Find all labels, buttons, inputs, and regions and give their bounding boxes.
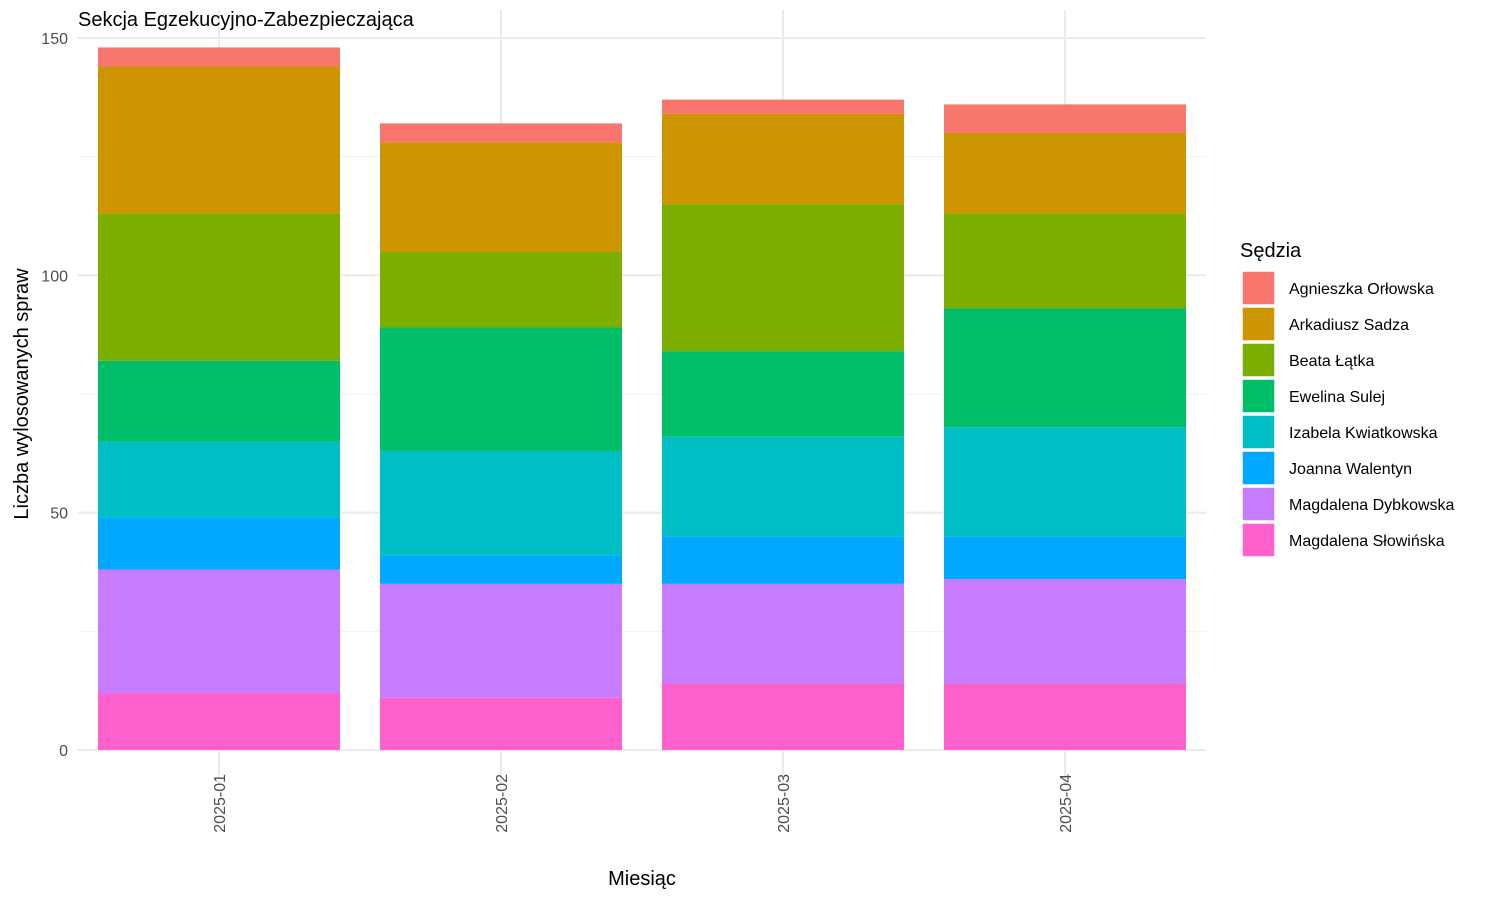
bar-segment <box>380 583 622 698</box>
legend-key <box>1241 306 1276 342</box>
legend-label: Beata Łątka <box>1289 353 1375 370</box>
x-tick-label: 2025-04 <box>1058 774 1075 833</box>
bar-segment <box>662 536 904 584</box>
bar-segment <box>380 697 622 750</box>
legend-label: Arkadiusz Sadza <box>1289 317 1409 334</box>
bar-segment <box>98 441 340 518</box>
legend-key <box>1241 522 1276 558</box>
legend-label: Magdalena Dybkowska <box>1289 497 1455 514</box>
legend-key <box>1241 342 1276 378</box>
bar-segment <box>944 579 1186 684</box>
bar-segment <box>380 123 622 143</box>
chart-title: Sekcja Egzekucyjno-Zabezpieczająca <box>78 9 415 31</box>
x-axis-title: Miesiąc <box>608 868 676 890</box>
legend-key <box>1241 450 1276 486</box>
legend-label: Ewelina Sulej <box>1289 389 1385 406</box>
bar-segment <box>98 47 340 67</box>
x-tick-label: 2025-02 <box>494 774 511 833</box>
legend-label: Joanna Walentyn <box>1289 461 1412 478</box>
bar-segment <box>662 99 904 114</box>
bar-segment <box>662 204 904 352</box>
bar-segment <box>662 683 904 750</box>
bar-segment <box>380 251 622 328</box>
bar-segment <box>380 450 622 556</box>
legend-key <box>1241 378 1276 414</box>
y-tick-label: 100 <box>41 268 68 285</box>
y-tick-label: 0 <box>59 743 68 760</box>
bar-segment <box>380 327 622 451</box>
y-tick-label: 150 <box>41 31 68 48</box>
bar-segment <box>662 113 904 205</box>
bar-segment <box>944 104 1186 133</box>
legend: Sędzia Agnieszka Orłowska Arkadiusz Sadza… <box>1240 240 1455 558</box>
y-axis-title: Liczba wylosowanych spraw <box>11 268 33 520</box>
bar-segment <box>662 436 904 537</box>
bar-segment <box>944 213 1186 309</box>
x-tick-label: 2025-03 <box>776 774 793 833</box>
legend-label: Agnieszka Orłowska <box>1289 281 1434 298</box>
bar-segment <box>944 683 1186 750</box>
legend-key <box>1241 270 1276 306</box>
bar-segment <box>944 308 1186 428</box>
legend-label: Magdalena Słowińska <box>1289 533 1445 550</box>
bar-segment <box>98 693 340 750</box>
legend-title: Sędzia <box>1240 240 1302 262</box>
bar-segment <box>98 517 340 570</box>
bar-segment <box>98 66 340 214</box>
legend-label: Izabela Kwiatkowska <box>1289 425 1438 442</box>
legend-key <box>1241 486 1276 522</box>
y-tick-label: 50 <box>50 506 68 523</box>
bar-segment <box>662 583 904 684</box>
bar-segment <box>98 360 340 442</box>
legend-key <box>1241 414 1276 450</box>
bar-segment <box>662 351 904 437</box>
x-tick-label: 2025-01 <box>212 774 229 833</box>
bar-segment <box>944 427 1186 537</box>
bar-segment <box>380 555 622 584</box>
bar-segment <box>98 213 340 361</box>
bar-segment <box>380 142 622 252</box>
bar-segment <box>944 536 1186 580</box>
bar-segment <box>944 132 1186 214</box>
bar-segment <box>98 569 340 694</box>
